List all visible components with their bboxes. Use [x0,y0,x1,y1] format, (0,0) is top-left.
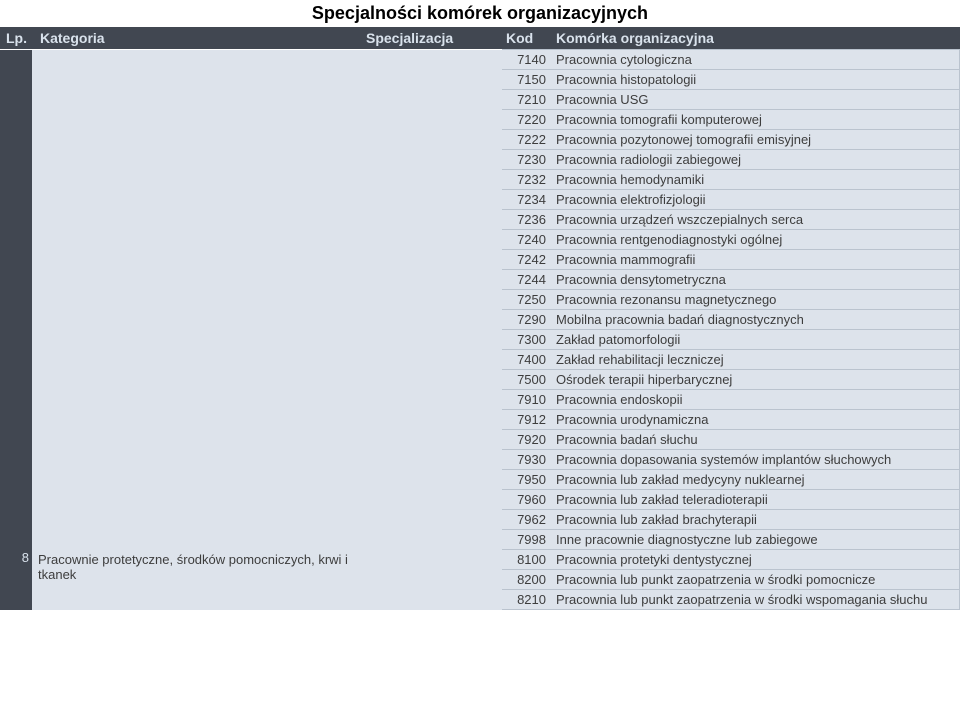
komorka-cell: Pracownia lub punkt zaopatrzenia w środk… [550,570,960,590]
kod-cell: 7140 [502,50,550,70]
lp-cell: 8 [0,550,32,610]
kod-cell: 7240 [502,230,550,250]
komorka-cell: Mobilna pracownia badań diagnostycznych [550,310,960,330]
komorka-cell: Pracownia pozytonowej tomografii emisyjn… [550,130,960,150]
komorka-cell: Pracownia badań słuchu [550,430,960,450]
kod-cell: 7962 [502,510,550,530]
komorka-cell: Ośrodek terapii hiperbarycznej [550,370,960,390]
kod-cell: 7950 [502,470,550,490]
kod-cell: 7210 [502,90,550,110]
komorka-cell: Pracownia dopasowania systemów implantów… [550,450,960,470]
header-lp: Lp. [0,27,32,49]
komorka-cell: Pracownia densytometryczna [550,270,960,290]
komorka-cell: Pracownia lub zakład medycyny nuklearnej [550,470,960,490]
komorka-cell: Pracownia histopatologii [550,70,960,90]
komorka-cell: Pracownia urządzeń wszczepialnych serca [550,210,960,230]
komorka-cell: Pracownia hemodynamiki [550,170,960,190]
komorka-cell: Pracownia lub zakład teleradioterapii [550,490,960,510]
komorka-cell: Zakład patomorfologii [550,330,960,350]
komorka-cell: Pracownia elektrofizjologii [550,190,960,210]
komorka-cell: Inne pracownie diagnostyczne lub zabiego… [550,530,960,550]
table-row: 7140Pracownia cytologiczna [0,50,960,70]
kod-cell: 7150 [502,70,550,90]
komorka-cell: Pracownia lub zakład brachyterapii [550,510,960,530]
lp-cell [0,50,32,550]
kod-cell: 7242 [502,250,550,270]
kod-cell: 7400 [502,350,550,370]
kod-cell: 7998 [502,530,550,550]
header-kod: Kod [502,27,550,49]
komorka-cell: Pracownia USG [550,90,960,110]
table-row: 8Pracownie protetyczne, środków pomocnic… [0,550,960,570]
kategoria-cell: Pracownie protetyczne, środków pomocnicz… [32,550,362,610]
kod-cell: 8210 [502,590,550,610]
kod-cell: 7912 [502,410,550,430]
kod-cell: 7960 [502,490,550,510]
kod-cell: 7920 [502,430,550,450]
kod-cell: 8100 [502,550,550,570]
kod-cell: 7910 [502,390,550,410]
komorka-cell: Pracownia tomografii komputerowej [550,110,960,130]
data-table: 7140Pracownia cytologiczna7150Pracownia … [0,49,960,610]
table-header: Lp. Kategoria Specjalizacja Kod Komórka … [0,27,960,49]
komorka-cell: Pracownia urodynamiczna [550,410,960,430]
kod-cell: 7290 [502,310,550,330]
specjalizacja-cell [362,550,502,610]
komorka-cell: Pracownia protetyki dentystycznej [550,550,960,570]
kod-cell: 7250 [502,290,550,310]
header-specjalizacja: Specjalizacja [362,27,502,49]
kod-cell: 7500 [502,370,550,390]
kod-cell: 8200 [502,570,550,590]
header-komorka: Komórka organizacyjna [550,27,960,49]
kod-cell: 7222 [502,130,550,150]
kod-cell: 7300 [502,330,550,350]
kod-cell: 7930 [502,450,550,470]
komorka-cell: Pracownia mammografii [550,250,960,270]
kod-cell: 7220 [502,110,550,130]
komorka-cell: Pracownia cytologiczna [550,50,960,70]
kod-cell: 7244 [502,270,550,290]
komorka-cell: Pracownia radiologii zabiegowej [550,150,960,170]
kod-cell: 7232 [502,170,550,190]
kod-cell: 7230 [502,150,550,170]
komorka-cell: Pracownia rezonansu magnetycznego [550,290,960,310]
komorka-cell: Pracownia lub punkt zaopatrzenia w środk… [550,590,960,610]
kod-cell: 7234 [502,190,550,210]
kod-cell: 7236 [502,210,550,230]
specjalizacja-cell [362,50,502,550]
page-title: Specjalności komórek organizacyjnych [0,0,960,27]
komorka-cell: Pracownia endoskopii [550,390,960,410]
kategoria-cell [32,50,362,550]
komorka-cell: Pracownia rentgenodiagnostyki ogólnej [550,230,960,250]
header-kategoria: Kategoria [32,27,362,49]
komorka-cell: Zakład rehabilitacji leczniczej [550,350,960,370]
